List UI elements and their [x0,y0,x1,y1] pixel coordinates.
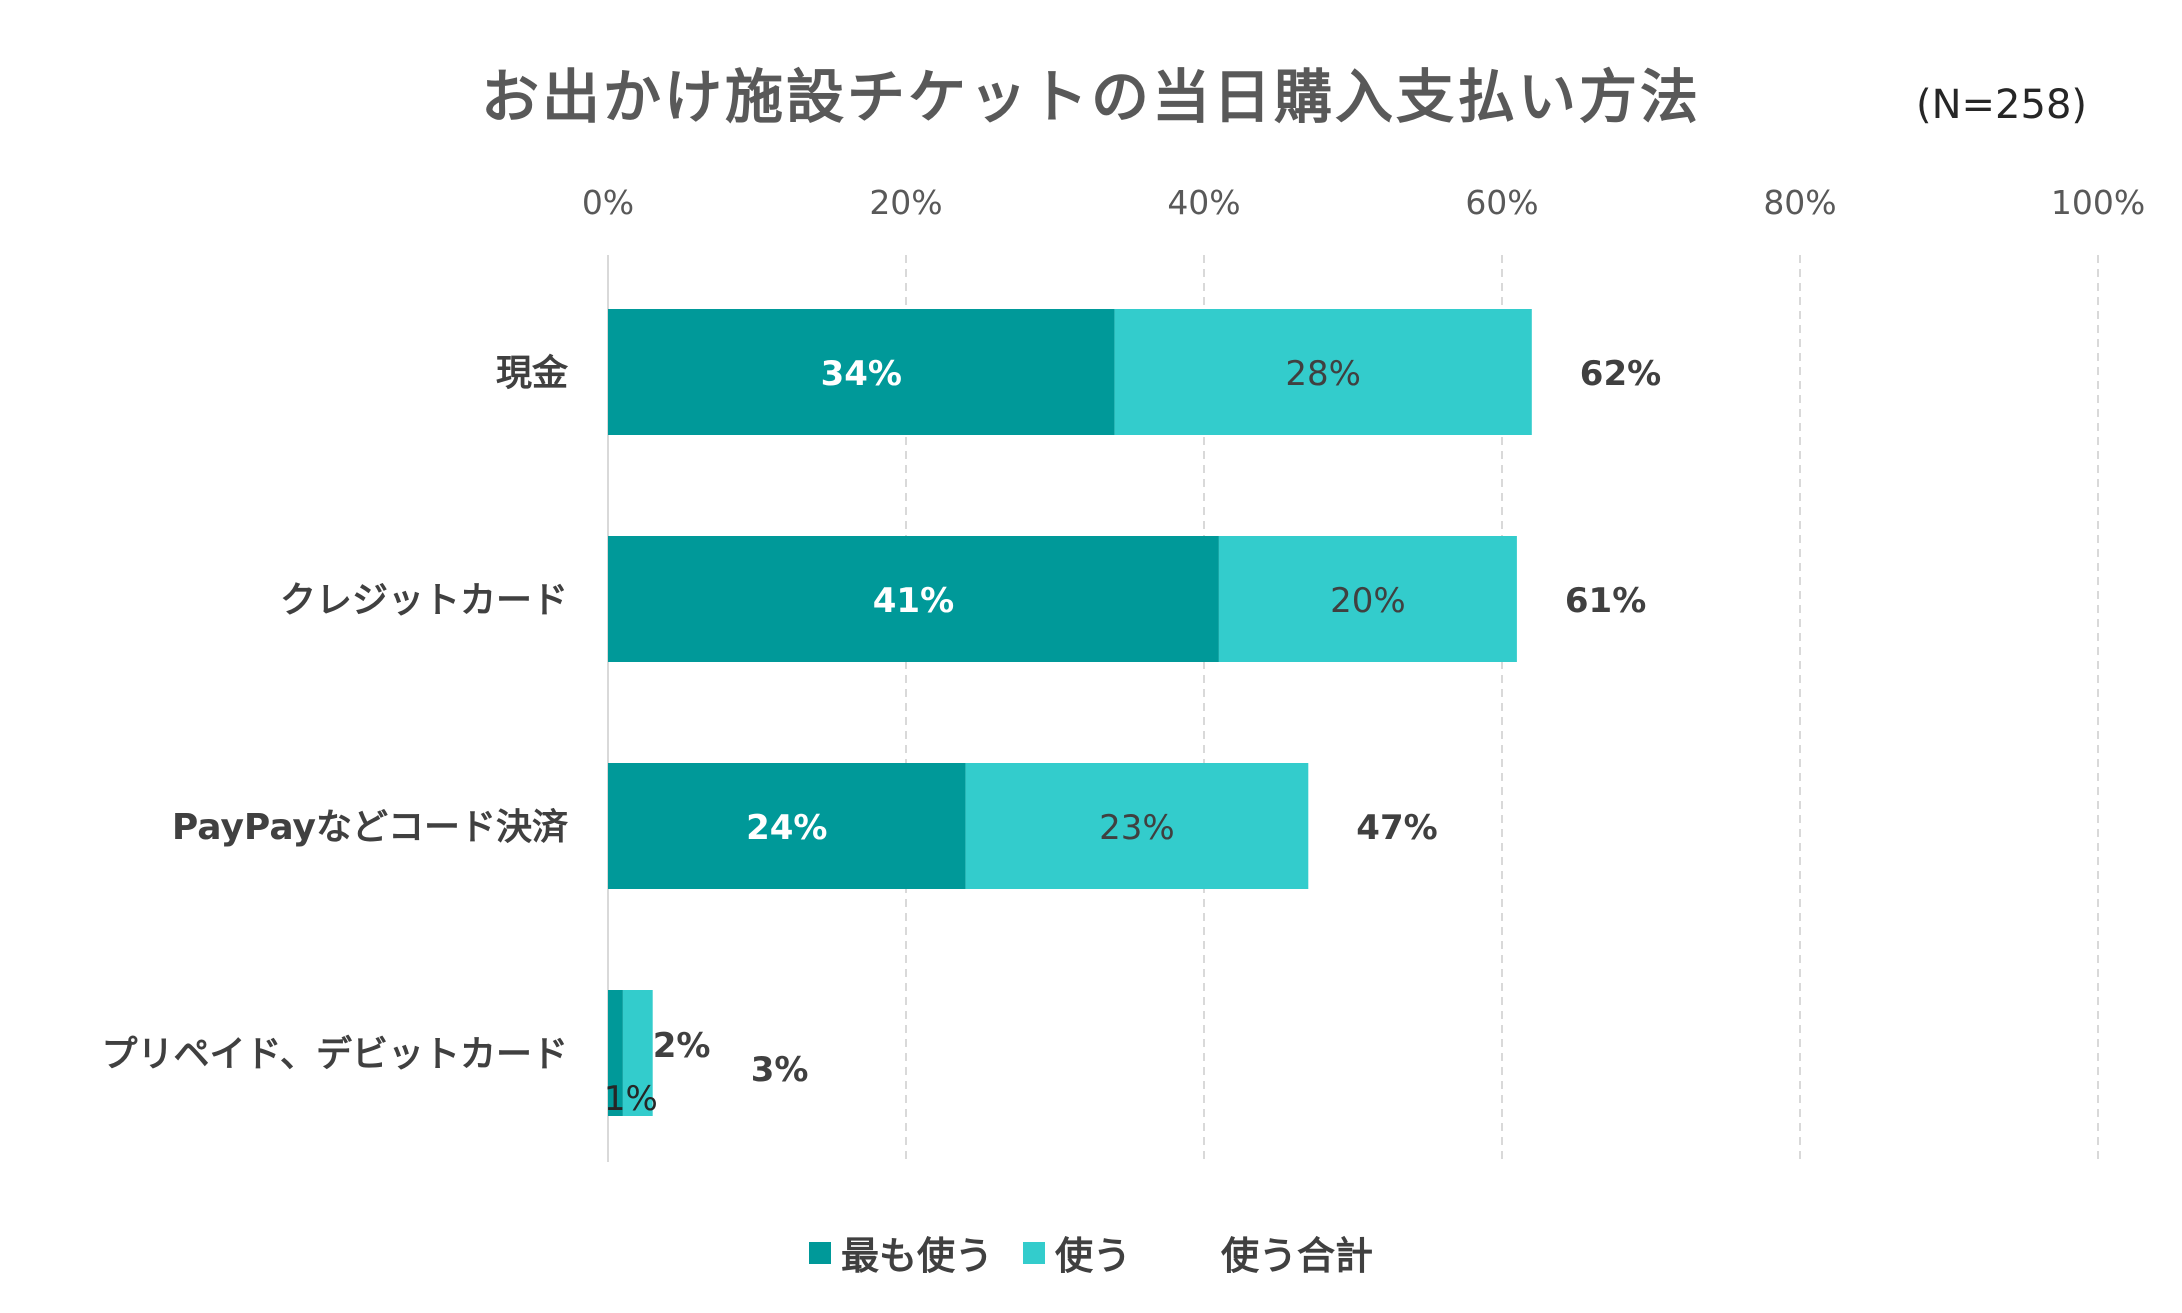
data-label-most-used: 34% [821,354,902,394]
bar-most-used [608,990,623,1116]
data-label-used: 23% [1099,808,1175,848]
data-label-total: 62% [1580,354,1661,394]
sample-size-annotation: (N=258) [1916,82,2087,128]
data-label-most-used: 41% [873,581,954,621]
category-label: PayPayなどコード決済 [172,807,568,848]
legend-item-used: 使う [1022,1225,1131,1280]
bar-used [965,763,1309,889]
x-tick-label: 0% [582,183,634,222]
x-tick-label: 60% [1465,183,1538,222]
x-tick-label: 40% [1167,183,1240,222]
legend-item-most-used: 最も使う [808,1225,993,1280]
data-label-total: 47% [1356,808,1437,848]
bar-used [622,990,653,1116]
x-tick-label: 80% [1763,183,1836,222]
data-label-used: 20% [1330,581,1406,621]
bar-used [1114,309,1532,435]
legend-swatch-most-used [808,1241,831,1264]
category-label: プリペイド、デビットカード [101,1033,568,1075]
data-label-most-used: 24% [746,808,827,848]
data-label-total: 3% [751,1050,809,1090]
data-label-used: 28% [1285,354,1361,394]
x-tick-label: 100% [2051,183,2145,222]
legend-label-total: 使う合計 [1221,1234,1374,1278]
legend-label-used: 使う [1054,1234,1131,1278]
legend-label-most-used: 最も使う [840,1234,993,1278]
category-label: 現金 [496,352,569,394]
bar-most-used [608,536,1219,662]
data-label-used: 2% [653,1026,711,1066]
bar-most-used [608,309,1115,435]
legend-swatch-used [1022,1241,1045,1264]
chart-title: お出かけ施設チケットの当日購入支払い方法 [480,63,1701,131]
bar-most-used [608,763,966,889]
x-tick-label: 20% [869,183,942,222]
legend: 最も使う 使う 使う合計 [0,1225,2182,1280]
data-label-total: 61% [1565,581,1646,621]
category-label: クレジットカード [280,580,568,621]
legend-item-total: 使う合計 [1221,1225,1373,1280]
bar-used [1218,536,1517,662]
data-label-most-used: 1% [604,1079,658,1119]
